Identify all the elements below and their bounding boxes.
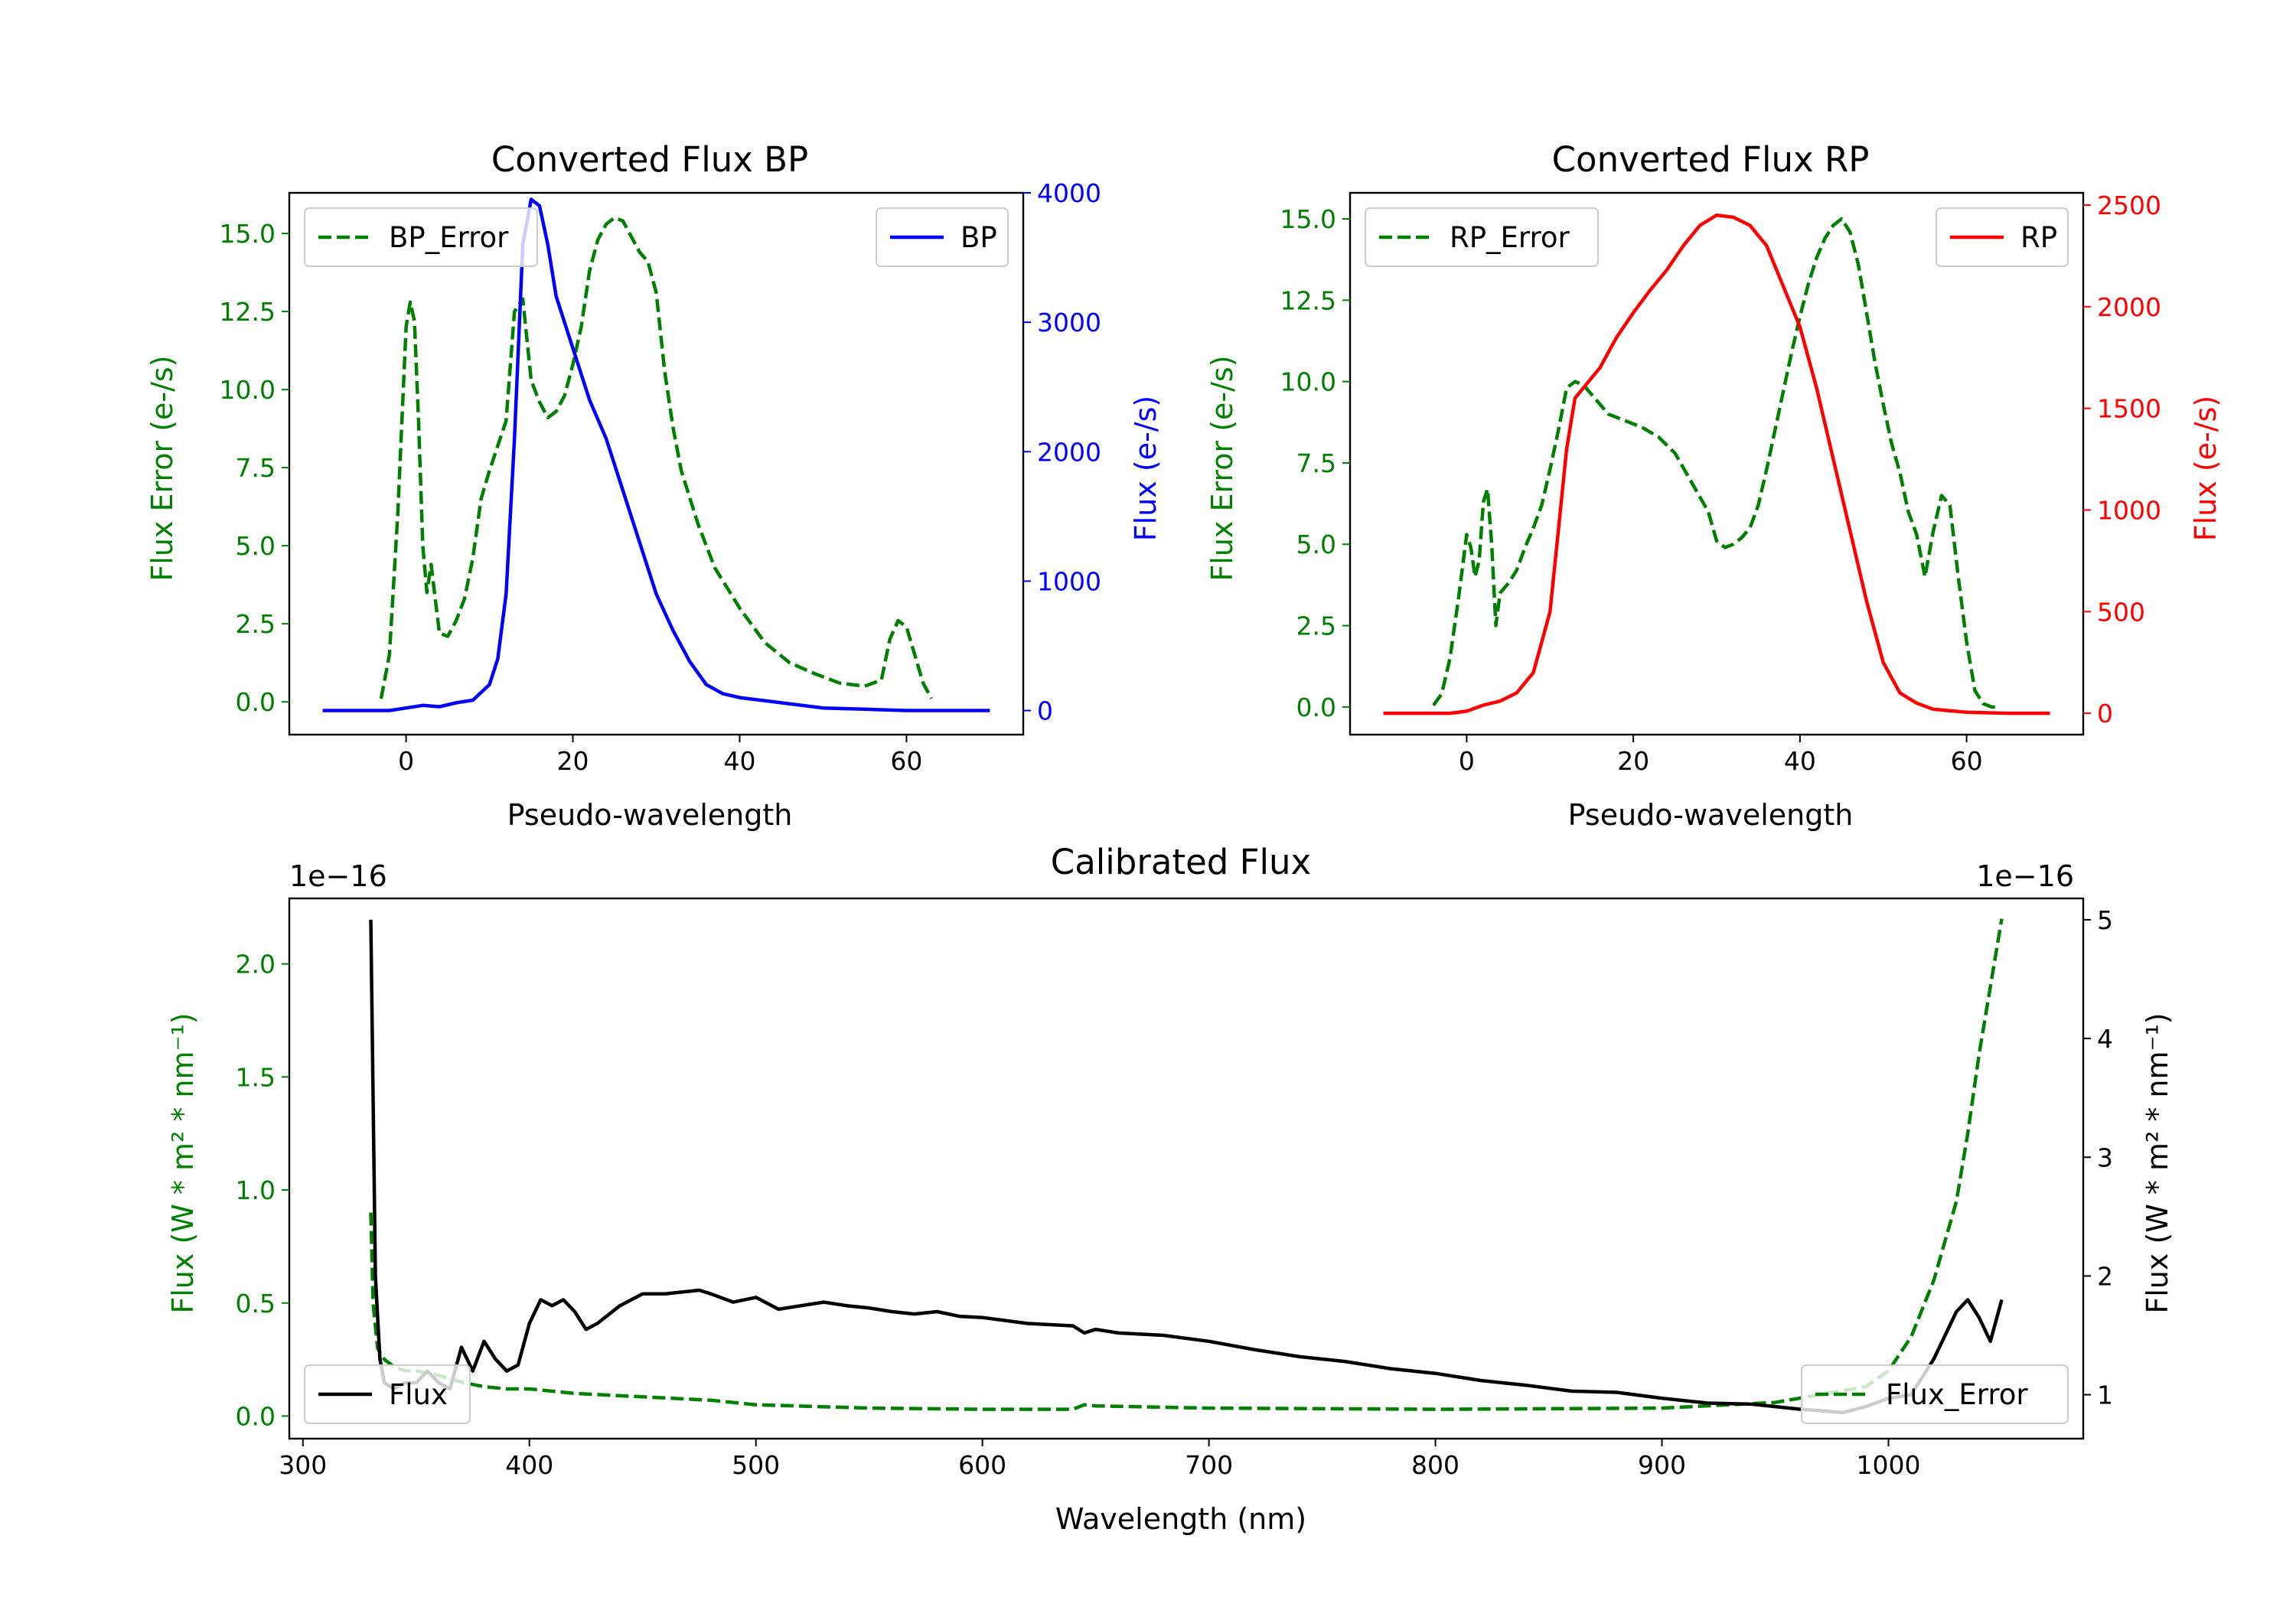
series-line-right bbox=[322, 197, 990, 712]
axes-frame bbox=[288, 191, 1025, 736]
y-tick-label-right: 2 bbox=[2097, 1261, 2113, 1291]
legend-label: BP bbox=[960, 221, 997, 254]
y-tick-label-left: 0.5 bbox=[236, 1289, 276, 1319]
legend-flux: Flux bbox=[304, 1364, 471, 1424]
x-axis-label: Pseudo-wavelength bbox=[507, 798, 793, 832]
y-tick-label-left: 7.5 bbox=[1296, 448, 1336, 478]
chart-panel-bp: Converted Flux BP Pseudo-wavelength Flux… bbox=[145, 139, 1163, 832]
x-tick-label: 0 bbox=[1459, 746, 1475, 776]
legend-rp-error: RP_Error bbox=[1365, 207, 1599, 267]
x-tick-label: 20 bbox=[557, 746, 589, 776]
x-tick-label: 900 bbox=[1638, 1450, 1686, 1480]
series-line-left bbox=[379, 216, 934, 700]
y-tick-label-right: 3000 bbox=[1037, 308, 1101, 337]
legend-bp-error: BP_Error bbox=[304, 207, 538, 267]
y-axis-label-right: Flux (e-/s) bbox=[1129, 396, 1163, 541]
y-tick-label-right: 1500 bbox=[2097, 394, 2161, 424]
y-tick-label-left: 1.0 bbox=[236, 1175, 276, 1205]
x-tick-label: 1000 bbox=[1856, 1450, 1920, 1480]
legend-box bbox=[304, 1364, 471, 1424]
y-tick-label-left: 0.0 bbox=[236, 687, 276, 717]
y-tick-label-left: 1.5 bbox=[236, 1062, 276, 1092]
x-axis-label: Pseudo-wavelength bbox=[1568, 798, 1854, 832]
x-tick-label: 40 bbox=[1784, 746, 1816, 776]
y-tick-label-right: 5 bbox=[2097, 905, 2113, 935]
x-axis-label: Wavelength (nm) bbox=[1055, 1502, 1306, 1536]
legend-box bbox=[304, 207, 538, 267]
y-tick-label-right: 4 bbox=[2097, 1024, 2113, 1054]
axes-frame bbox=[1349, 191, 2085, 736]
y-tick-label-left: 15.0 bbox=[1280, 204, 1336, 234]
y-tick-label-right: 2000 bbox=[1037, 437, 1101, 467]
y-tick-label-right: 500 bbox=[2097, 597, 2145, 627]
x-tick-label: 0 bbox=[398, 746, 414, 776]
plot-area: 0 20 40 60 0.0 2.5 5.0 7.5 10.0 12.5 15.0 0 1000 2000… bbox=[220, 178, 1101, 776]
x-tick-label: 60 bbox=[890, 746, 922, 776]
axes-frame bbox=[288, 897, 2085, 1440]
x-tick-label: 40 bbox=[723, 746, 755, 776]
y-tick-label-left: 0.0 bbox=[236, 1401, 276, 1431]
series-line-right bbox=[1383, 213, 2050, 715]
y-tick-label-left: 0.0 bbox=[1296, 693, 1336, 722]
x-tick-label: 600 bbox=[958, 1450, 1006, 1480]
legend-box bbox=[1801, 1364, 2069, 1424]
x-tick-label: 20 bbox=[1617, 746, 1649, 776]
legend-label: RP_Error bbox=[1450, 221, 1570, 254]
y-tick-label-right: 2000 bbox=[2097, 292, 2161, 322]
y-axis-offset-left: 1e−16 bbox=[289, 859, 387, 893]
chart-title: Converted Flux RP bbox=[1552, 139, 1870, 180]
y-tick-label-right: 1000 bbox=[1037, 566, 1101, 596]
x-tick-label: 500 bbox=[732, 1450, 780, 1480]
x-tick-label: 300 bbox=[279, 1450, 327, 1480]
y-axis-label-left: Flux Error (e-/s) bbox=[145, 355, 179, 581]
chart-panel-calibrated: Calibrated Flux Wavelength (nm) Flux (W … bbox=[166, 842, 2174, 1536]
y-tick-label-right: 1000 bbox=[2097, 495, 2161, 525]
y-axis-offset-right: 1e−16 bbox=[1976, 859, 2074, 893]
legend-box bbox=[1365, 207, 1599, 267]
y-axis-label-left: Flux Error (e-/s) bbox=[1205, 355, 1239, 581]
chart-title: Converted Flux BP bbox=[491, 139, 808, 180]
y-tick-label-right: 0 bbox=[1037, 696, 1053, 726]
legend-bp: BP bbox=[876, 207, 1009, 267]
x-tick-label: 700 bbox=[1185, 1450, 1233, 1480]
y-tick-label-right: 2500 bbox=[2097, 191, 2161, 220]
x-tick-label: 800 bbox=[1411, 1450, 1459, 1480]
y-axis-label-right: Flux (W * m² * nm⁻¹) bbox=[2141, 1012, 2174, 1313]
y-tick-label-right: 0 bbox=[2097, 699, 2113, 729]
y-tick-label-left: 10.0 bbox=[220, 375, 276, 405]
x-tick-label: 60 bbox=[1951, 746, 1983, 776]
y-tick-label-right: 3 bbox=[2097, 1143, 2113, 1172]
legend-label: Flux bbox=[389, 1378, 448, 1411]
y-tick-label-left: 2.0 bbox=[236, 950, 276, 980]
y-axis-label-right: Flux (e-/s) bbox=[2189, 396, 2223, 541]
y-tick-label-left: 12.5 bbox=[1280, 285, 1336, 315]
x-tick-label: 400 bbox=[505, 1450, 553, 1480]
legend-rp: RP bbox=[1936, 207, 2069, 267]
chart-title: Calibrated Flux bbox=[1051, 842, 1311, 882]
y-tick-label-left: 5.0 bbox=[236, 531, 276, 561]
y-tick-label-left: 2.5 bbox=[1296, 611, 1336, 641]
y-tick-label-left: 12.5 bbox=[220, 297, 276, 327]
series-line-left bbox=[1432, 217, 2001, 709]
chart-panel-rp: Converted Flux RP Pseudo-wavelength Flux… bbox=[1205, 139, 2223, 832]
y-tick-label-left: 10.0 bbox=[1280, 367, 1336, 397]
y-tick-label-left: 2.5 bbox=[236, 609, 276, 639]
plot-area: 0 20 40 60 0.0 2.5 5.0 7.5 10.0 12.5 15.0 0 500 1000 1… bbox=[1280, 191, 2161, 776]
y-tick-label-left: 15.0 bbox=[220, 219, 276, 249]
y-tick-label-right: 4000 bbox=[1037, 178, 1101, 208]
legend-label: BP_Error bbox=[389, 221, 509, 254]
legend-label: Flux_Error bbox=[1886, 1378, 2028, 1411]
y-tick-label-left: 7.5 bbox=[236, 453, 276, 483]
series-line-right bbox=[369, 919, 2004, 1415]
y-tick-label-right: 1 bbox=[2097, 1380, 2113, 1410]
y-tick-label-left: 5.0 bbox=[1296, 530, 1336, 559]
y-axis-label-left: Flux (W * m² * nm⁻¹) bbox=[166, 1012, 200, 1313]
legend-flux-error: Flux_Error bbox=[1801, 1364, 2069, 1424]
series-line-left bbox=[369, 918, 2004, 1411]
plot-area: 300 400 500 600 700 800 900 1000 0.0 0.5 1.0 1.5 2.0… bbox=[236, 897, 2113, 1480]
legend-label: RP bbox=[2020, 221, 2057, 254]
